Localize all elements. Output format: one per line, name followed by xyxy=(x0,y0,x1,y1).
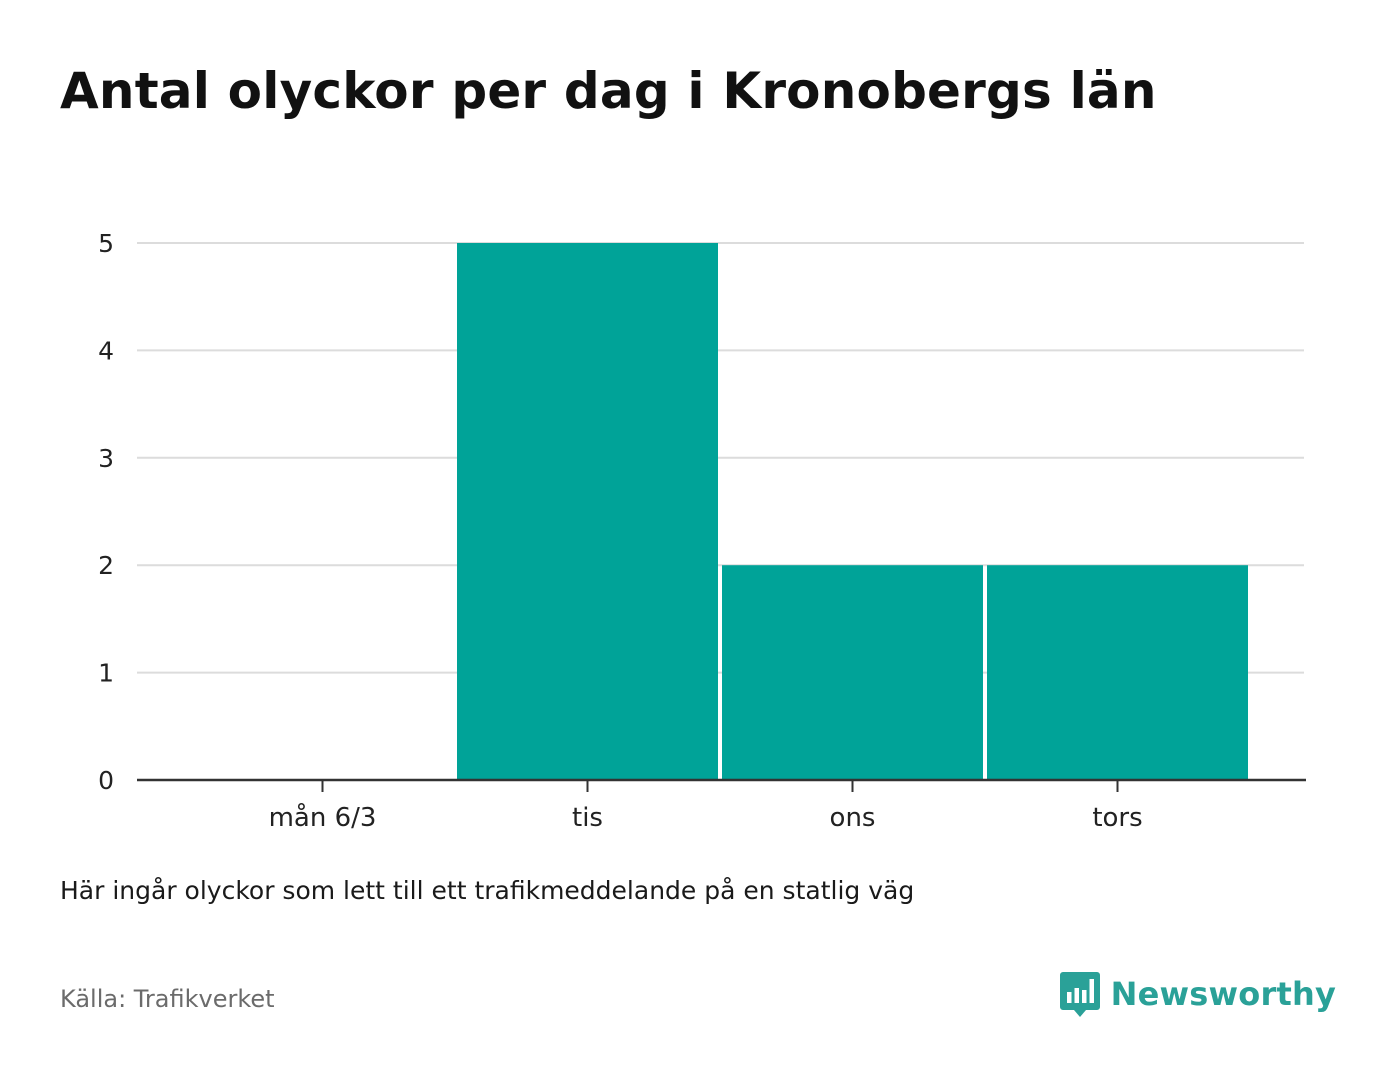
y-tick-label: 4 xyxy=(98,336,114,365)
bar-chart-speech-bubble-icon xyxy=(1059,972,1100,1017)
bars xyxy=(457,243,1248,780)
x-tick-label: tors xyxy=(1092,803,1142,833)
bar xyxy=(457,243,718,780)
bar xyxy=(987,565,1248,780)
bar xyxy=(722,565,983,780)
brand-logo: Newsworthy xyxy=(1059,970,1336,1018)
source-credit: Källa: Trafikverket xyxy=(60,985,275,1013)
y-tick-label: 3 xyxy=(98,444,114,473)
x-tick-label: mån 6/3 xyxy=(269,802,377,833)
chart-note: Här ingår olyckor som lett till ett traf… xyxy=(60,876,915,905)
x-axis xyxy=(137,778,1306,792)
brand-name: Newsworthy xyxy=(1110,975,1336,1013)
y-tick-label: 5 xyxy=(98,229,114,258)
chart-title: Antal olyckor per dag i Kronobergs län xyxy=(60,62,1157,120)
y-tick-labels: 0 1 2 3 4 5 xyxy=(98,229,114,795)
bar-chart: 0 1 2 3 4 5 mån 6/3 tis ons tors xyxy=(98,229,1306,833)
y-tick-label: 2 xyxy=(98,551,114,580)
x-tick-label: ons xyxy=(830,803,876,833)
y-tick-label: 0 xyxy=(98,766,114,795)
y-tick-label: 1 xyxy=(98,659,114,688)
x-tick-label: tis xyxy=(572,803,603,833)
x-tick-labels: mån 6/3 tis ons tors xyxy=(269,802,1143,833)
